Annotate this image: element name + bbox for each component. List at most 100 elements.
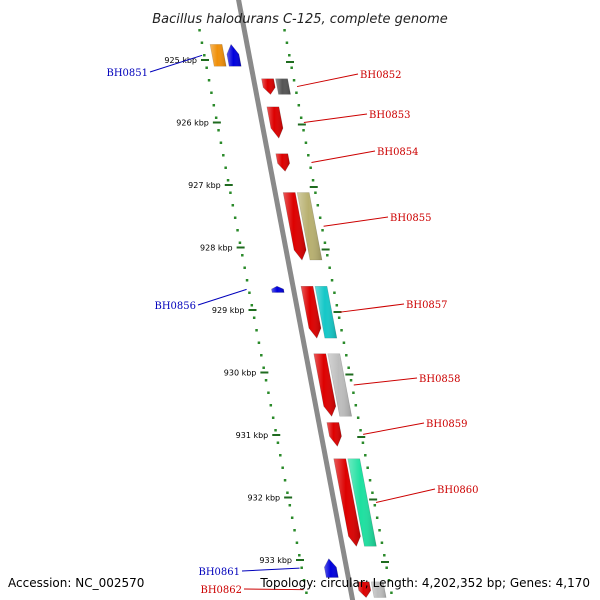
minor-tick bbox=[345, 354, 348, 357]
minor-tick bbox=[207, 79, 211, 82]
gene-label-BH0855[interactable]: BH0855 bbox=[323, 213, 432, 227]
gene-arrow-BH0852[interactable] bbox=[261, 78, 276, 95]
gene-arrow-BH0862[interactable] bbox=[356, 581, 372, 598]
gene-label-BH0858[interactable]: BH0858 bbox=[353, 374, 461, 386]
gene-arrow-BH0859[interactable] bbox=[326, 422, 342, 447]
leader-line bbox=[363, 422, 425, 435]
minor-tick bbox=[274, 429, 277, 432]
gene-label-text: BH0858 bbox=[419, 374, 461, 385]
topology-text: Topology: circular; Length: 4,202,352 bp… bbox=[259, 576, 590, 590]
minor-tick bbox=[233, 216, 237, 219]
accession-text: Accession: NC_002570 bbox=[8, 576, 144, 590]
gene-label-BH0854[interactable]: BH0854 bbox=[311, 147, 419, 163]
minor-tick bbox=[238, 241, 242, 244]
gene-arrow-shading bbox=[283, 192, 307, 260]
map-title: Bacillus halodurans C-125, complete geno… bbox=[152, 12, 448, 27]
feature-shading bbox=[297, 192, 322, 260]
minor-tick bbox=[212, 104, 216, 107]
minor-tick bbox=[309, 166, 312, 169]
minor-tick bbox=[349, 379, 353, 382]
minor-tick bbox=[255, 329, 258, 332]
gene-label-BH0862[interactable]: BH0862 bbox=[200, 585, 304, 596]
leader-line bbox=[375, 488, 436, 503]
kbp-tick-label: 930 kbp bbox=[224, 369, 257, 378]
leader-line bbox=[149, 54, 203, 73]
cds-feature bbox=[370, 581, 387, 598]
leader-line bbox=[311, 150, 376, 163]
gene-label-BH0852[interactable]: BH0852 bbox=[296, 70, 402, 88]
leader-line bbox=[296, 73, 359, 88]
leader-line bbox=[323, 216, 389, 227]
minor-tick bbox=[340, 329, 343, 332]
gene-arrow-BH0861[interactable] bbox=[324, 558, 339, 578]
minor-tick bbox=[342, 341, 346, 344]
gene-arrow-BH0858[interactable] bbox=[313, 353, 337, 417]
minor-tick bbox=[326, 254, 329, 257]
minor-tick bbox=[359, 429, 362, 432]
leader-line bbox=[303, 113, 368, 123]
backbone-line bbox=[236, 0, 356, 600]
minor-tick bbox=[200, 41, 204, 44]
minor-tick bbox=[295, 541, 299, 544]
minor-tick bbox=[285, 41, 289, 44]
minor-tick bbox=[271, 416, 275, 419]
minor-tick bbox=[214, 116, 218, 119]
minor-tick bbox=[297, 104, 301, 107]
kbp-tick-label: 929 kbp bbox=[212, 306, 245, 315]
minor-tick bbox=[245, 279, 249, 282]
minor-tick bbox=[203, 54, 206, 57]
minor-tick bbox=[373, 504, 377, 507]
gene-label-BH0856[interactable]: BH0856 bbox=[154, 288, 247, 312]
gene-arrow-BH0854[interactable] bbox=[275, 153, 290, 172]
minor-tick bbox=[378, 529, 381, 532]
gene-arrow-shading bbox=[261, 78, 276, 95]
minor-tick bbox=[364, 454, 367, 457]
gene-arrow-BH0856[interactable] bbox=[271, 285, 285, 293]
gene-label-text: BH0856 bbox=[154, 301, 196, 312]
gene-label-text: BH0852 bbox=[360, 70, 402, 81]
minor-tick bbox=[356, 416, 360, 419]
gene-arrow-BH0855[interactable] bbox=[282, 192, 307, 261]
gene-arrow-shading bbox=[226, 44, 242, 67]
gene-label-BH0861[interactable]: BH0861 bbox=[198, 567, 300, 578]
minor-tick bbox=[267, 391, 270, 394]
gene-arrow-BH0851[interactable] bbox=[226, 43, 242, 67]
gene-label-BH0853[interactable]: BH0853 bbox=[303, 110, 411, 123]
minor-tick bbox=[390, 591, 393, 594]
kbp-tick-label: 931 kbp bbox=[236, 431, 269, 440]
gene-arrow-BH0860[interactable] bbox=[333, 458, 361, 547]
minor-tick bbox=[224, 166, 227, 169]
minor-tick bbox=[229, 191, 232, 194]
minor-tick bbox=[366, 466, 369, 469]
kbp-tick-label: 932 kbp bbox=[248, 494, 281, 503]
gene-label-BH0857[interactable]: BH0857 bbox=[339, 300, 448, 313]
minor-tick bbox=[293, 529, 296, 532]
gene-label-text: BH0851 bbox=[106, 68, 148, 79]
minor-tick bbox=[252, 316, 256, 319]
gene-arrow-BH0857[interactable] bbox=[300, 285, 322, 339]
feature-shading bbox=[347, 458, 377, 547]
gene-arrow-shading bbox=[333, 458, 361, 547]
minor-tick bbox=[243, 266, 246, 269]
minor-tick bbox=[222, 154, 225, 157]
minor-tick bbox=[231, 204, 235, 207]
minor-tick bbox=[307, 154, 310, 157]
gene-label-BH0859[interactable]: BH0859 bbox=[363, 419, 468, 435]
gene-track bbox=[226, 43, 372, 598]
gene-arrow-shading bbox=[324, 558, 339, 578]
sequence-ticks: 925 kbp 926 kbp 927 kbp 928 kbp 929 kbp 930 k… bbox=[164, 29, 393, 594]
minor-tick bbox=[311, 179, 315, 182]
minor-tick bbox=[352, 391, 355, 394]
minor-tick bbox=[300, 566, 303, 569]
gene-arrow-BH0853[interactable] bbox=[266, 106, 284, 139]
feature-shading bbox=[371, 581, 387, 598]
gene-label-BH0860[interactable]: BH0860 bbox=[375, 485, 479, 503]
minor-tick bbox=[330, 279, 334, 282]
minor-tick bbox=[333, 291, 336, 294]
kbp-tick-label: 927 kbp bbox=[188, 181, 221, 190]
minor-tick bbox=[260, 354, 263, 357]
feature-shading bbox=[314, 286, 337, 339]
cds-feature bbox=[296, 192, 323, 261]
gene-label-BH0851[interactable]: BH0851 bbox=[106, 54, 203, 79]
